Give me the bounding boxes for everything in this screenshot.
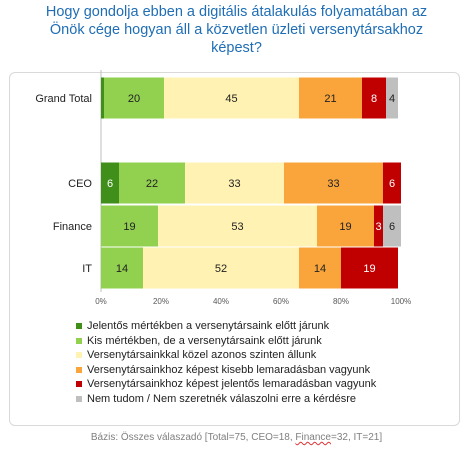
legend-swatch: [76, 395, 82, 402]
data-label: 19: [123, 221, 135, 233]
bar-segment: [374, 205, 383, 247]
legend-label: Kis mértékben, de a versenytársaink előt…: [87, 334, 322, 347]
data-label: 19: [339, 221, 351, 233]
bar-segment: [386, 77, 398, 119]
legend-item: Kis mértékben, de a versenytársaink előt…: [76, 334, 376, 349]
category-label: Finance: [53, 221, 92, 233]
legend-item: Jelentős mértékben a versenytársaink elő…: [76, 319, 376, 334]
legend-swatch: [76, 381, 82, 388]
bar-segment: [119, 162, 185, 204]
bar-segment: [101, 77, 104, 119]
bar-segment: [284, 162, 383, 204]
data-label: 45: [225, 93, 237, 105]
chart-title: Hogy gondolja ebben a digitális átalakul…: [0, 3, 473, 57]
legend-swatch: [76, 337, 82, 344]
title-line-1: Hogy gondolja ebben a digitális átalakul…: [45, 4, 428, 20]
bar-segment: [317, 205, 374, 247]
data-label: 22: [146, 178, 158, 190]
x-tick-label: 20%: [153, 297, 169, 306]
bar-segment: [101, 205, 158, 247]
x-tick-label: 40%: [213, 297, 229, 306]
footnote-suffix: =32, IT=21]: [330, 432, 383, 443]
data-label: 6: [389, 178, 395, 190]
legend-item: Versenytársainkhoz képest kisebb lemarad…: [76, 363, 376, 378]
x-tick-label: 0%: [95, 297, 107, 306]
bar-segment: [143, 247, 299, 289]
legend-item: Versenytársainkhoz képest jelentős lemar…: [76, 377, 376, 392]
legend-swatch: [76, 366, 82, 373]
category-label: Grand Total: [35, 93, 92, 105]
data-label: 3: [375, 221, 381, 233]
bar-segment: [164, 77, 299, 119]
bar-segment: [104, 77, 164, 119]
data-label: 33: [327, 178, 339, 190]
data-label: 14: [314, 263, 326, 275]
legend-swatch: [76, 323, 82, 330]
bar-segment: [383, 162, 401, 204]
bar-segment: [383, 205, 401, 247]
bar-segment: [299, 247, 341, 289]
legend-label: Versenytársainkhoz képest kisebb lemarad…: [87, 363, 371, 376]
data-label: 52: [215, 263, 227, 275]
bar-segment: [185, 162, 284, 204]
footnote-prefix: Bázis: Összes válaszadó [Total=75, CEO=1…: [90, 432, 296, 443]
data-label: 33: [228, 178, 240, 190]
chart-legend: Jelentős mértékben a versenytársaink elő…: [76, 319, 376, 406]
legend-item: Nem tudom / Nem szeretnék válaszolni err…: [76, 392, 376, 407]
data-label: 6: [389, 221, 395, 233]
legend-label: Jelentős mértékben a versenytársaink elő…: [87, 320, 330, 333]
data-label: 8: [371, 93, 377, 105]
data-label: 6: [107, 178, 113, 190]
x-tick-label: 80%: [333, 297, 349, 306]
title-line-3: képest?: [211, 40, 262, 56]
data-label: 14: [116, 263, 128, 275]
legend-item: Versenytársainkkal közel azonos szinten …: [76, 348, 376, 363]
data-label: 20: [128, 93, 140, 105]
data-label: 19: [363, 263, 375, 275]
title-line-2: Önök cége hogyan áll a közvetlen üzleti …: [49, 22, 424, 38]
bar-segment: [299, 77, 362, 119]
bar-segment: [341, 247, 398, 289]
bar-segment: [101, 247, 143, 289]
bar-segment: [362, 77, 386, 119]
data-label: 4: [389, 93, 395, 105]
data-label: 21: [324, 93, 336, 105]
legend-swatch: [76, 352, 82, 359]
footnote: Bázis: Összes válaszadó [Total=75, CEO=1…: [0, 432, 473, 443]
bar-segment: [158, 205, 317, 247]
data-label: 53: [231, 221, 243, 233]
legend-label: Versenytársainkhoz képest jelentős lemar…: [87, 378, 377, 391]
x-tick-label: 60%: [273, 297, 289, 306]
footnote-finance: Finance: [295, 432, 331, 443]
x-tick-label: 100%: [391, 297, 411, 306]
bar-segment: [101, 162, 119, 204]
category-label: CEO: [68, 178, 92, 190]
legend-label: Nem tudom / Nem szeretnék válaszolni err…: [87, 392, 356, 405]
stacked-bar-chart: Grand Total 20 45 21 8 4 CEO 6 22 33 33 6 Finance 19 5…: [35, 70, 411, 306]
legend-label: Versenytársainkkal közel azonos szinten …: [87, 349, 317, 362]
category-label: IT: [82, 263, 92, 275]
